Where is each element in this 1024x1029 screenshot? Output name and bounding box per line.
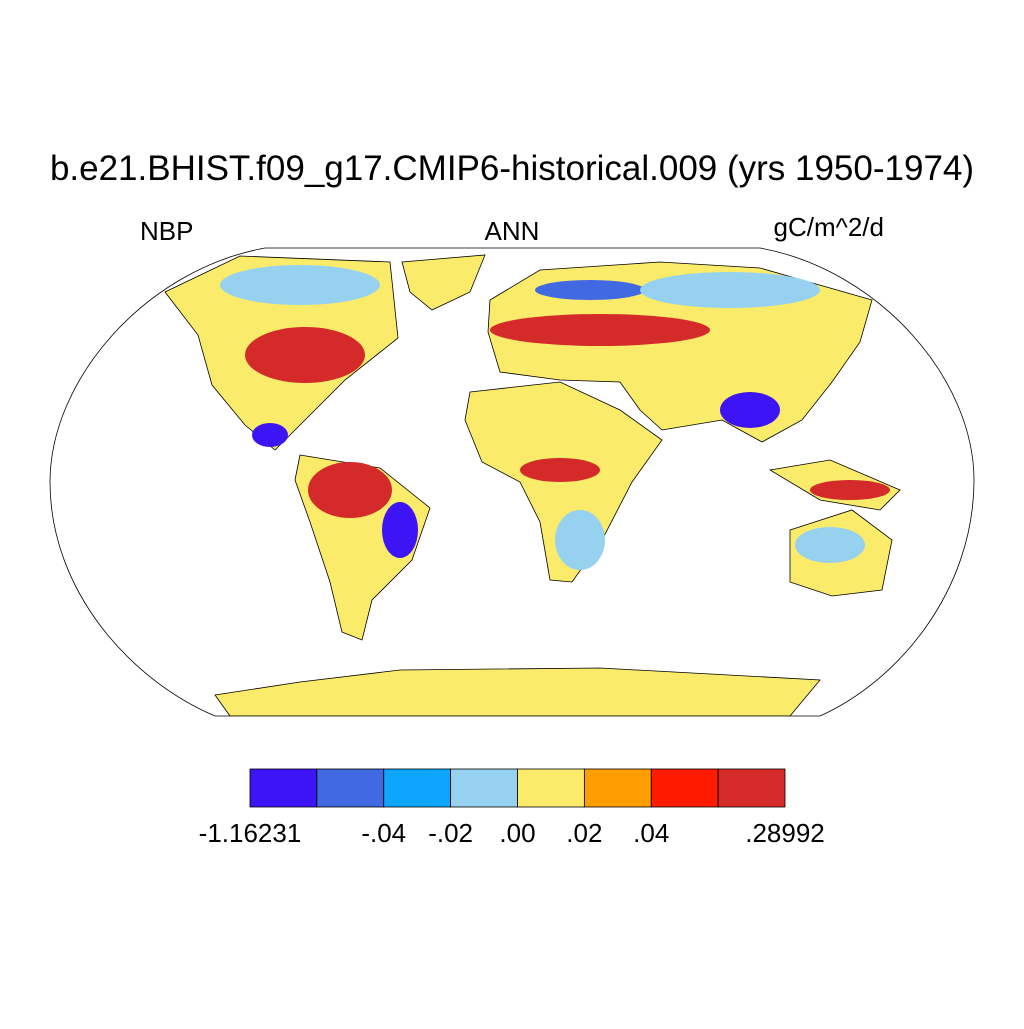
africa bbox=[464, 381, 663, 583]
colorbar-label: -.02 bbox=[428, 818, 473, 848]
colorbar-label: .02 bbox=[566, 818, 602, 848]
colorbar-label: .28992 bbox=[745, 818, 825, 848]
colorbar-label: .00 bbox=[499, 818, 535, 848]
antarctica bbox=[214, 667, 821, 716]
patches bbox=[220, 265, 890, 570]
center-label: ANN bbox=[485, 216, 540, 246]
colorbar-box bbox=[316, 768, 385, 808]
colorbar-label: .04 bbox=[633, 818, 669, 848]
left-label: NBP bbox=[140, 216, 193, 246]
colorbar-box bbox=[450, 768, 518, 808]
colorbar-box bbox=[517, 768, 585, 808]
greenland bbox=[401, 254, 486, 311]
colorbar-box bbox=[717, 768, 786, 808]
colorbar-box bbox=[383, 768, 452, 808]
colorbar-box bbox=[583, 768, 652, 808]
map-border bbox=[49, 247, 975, 717]
title: b.e21.BHIST.f09_g17.CMIP6-historical.009… bbox=[50, 149, 974, 188]
colorbar-label: -1.16231 bbox=[199, 818, 302, 848]
colorbar: -1.16231 -.04 -.02 .00 .02 .04 .28992 bbox=[199, 768, 825, 848]
right-label: gC/m^2/d bbox=[774, 212, 884, 242]
colorbar-box bbox=[249, 768, 318, 808]
map bbox=[49, 247, 975, 717]
colorbar-label: -.04 bbox=[361, 818, 406, 848]
colorbar-box bbox=[650, 768, 719, 808]
eurasia bbox=[487, 261, 873, 443]
